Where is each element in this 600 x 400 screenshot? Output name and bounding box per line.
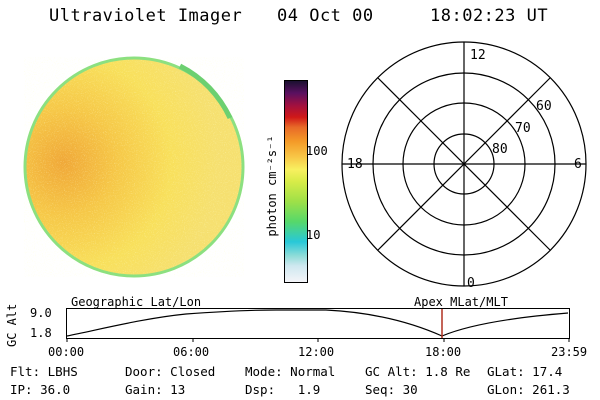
mlt-label-12: 12 [470, 48, 486, 63]
mlt-label-0: 0 [467, 276, 475, 291]
lat-label-70: 70 [515, 121, 531, 136]
alt-tick-9: 9.0 [30, 306, 52, 320]
status-mode: Mode: Normal [245, 364, 336, 379]
status-gain: Gain: 13 [125, 382, 186, 397]
status-dsp: Dsp: 1.9 [245, 382, 321, 397]
status-glat: GLat: 17.4 [487, 364, 563, 379]
apex-label: Apex MLat/MLT [414, 295, 508, 309]
lat-label-60: 60 [536, 99, 552, 114]
time-tick-12: 12:00 [298, 345, 335, 359]
status-glon: GLon: 261.3 [487, 382, 570, 397]
altitude-plot [66, 308, 570, 342]
polar-mlt-grid: 12 18 6 0 60 70 80 [341, 41, 587, 291]
mlt-label-6: 6 [574, 157, 582, 172]
image-date: 04 Oct 00 [277, 6, 374, 26]
colorbar-tick-10: 10 [306, 228, 321, 242]
time-tick-06: 06:00 [173, 345, 210, 359]
time-tick-00: 00:00 [48, 345, 85, 359]
status-seq: Seq: 30 [365, 382, 418, 397]
intensity-colorbar [284, 80, 308, 283]
lat-label-80: 80 [492, 142, 508, 157]
status-door: Door: Closed [125, 364, 216, 379]
uvi-earth-image [23, 56, 245, 278]
altitude-curve [66, 309, 569, 337]
alt-tick-1-8: 1.8 [30, 326, 52, 340]
gc-alt-axis-label: GC Alt [5, 303, 19, 347]
altitude-plot-frame [66, 308, 570, 339]
status-ip: IP: 36.0 [10, 382, 71, 397]
disk-limb-bright [178, 63, 233, 120]
time-tick-18: 18:00 [425, 345, 462, 359]
geographic-label: Geographic Lat/Lon [71, 295, 202, 309]
colorbar-unit-label: photon cm⁻²s⁻¹ [265, 135, 279, 237]
time-tick-2359: 23:59 [551, 345, 588, 359]
colorbar-tick-100: 100 [306, 144, 328, 158]
diagonal-15-3 [377, 77, 551, 251]
image-time: 18:02:23 UT [430, 6, 549, 26]
disk-limb [23, 56, 245, 278]
status-gc-alt: GC Alt: 1.8 Re [365, 364, 471, 379]
disk-speckle [24, 57, 244, 277]
status-filter: Flt: LBHS [10, 364, 78, 379]
instrument-title: Ultraviolet Imager [49, 6, 243, 26]
mlt-label-18: 18 [347, 157, 363, 172]
